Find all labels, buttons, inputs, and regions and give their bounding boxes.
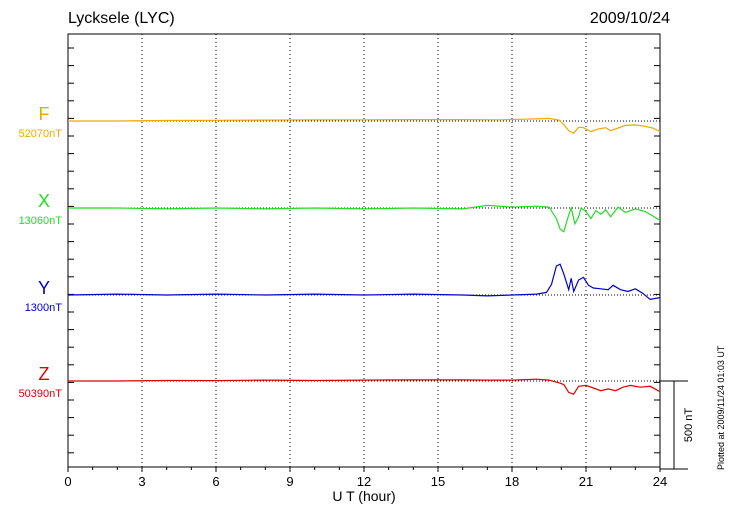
x-tick-label: 0 <box>64 474 71 489</box>
x-tick-label: 18 <box>505 474 519 489</box>
series-baseline-label: 1300nT <box>25 302 63 314</box>
series-line-z <box>68 378 661 395</box>
chart-title: Lycksele (LYC) <box>68 10 175 27</box>
x-tick-label: 12 <box>357 474 371 489</box>
x-tick-label: 15 <box>431 474 445 489</box>
x-tick-label: 9 <box>286 474 293 489</box>
series-baseline-label: 50390nT <box>19 388 63 400</box>
x-tick-label: 21 <box>579 474 593 489</box>
series-name-y: Y <box>38 278 50 298</box>
series-baseline-label: 13060nT <box>19 215 63 227</box>
x-axis-label: U T (hour) <box>332 488 395 504</box>
scale-bar-label: 500 nT <box>683 408 695 443</box>
x-tick-label: 6 <box>212 474 219 489</box>
series-line-y <box>67 263 661 301</box>
series-name-z: Z <box>39 364 50 384</box>
x-tick-label: 3 <box>138 474 145 489</box>
series-name-f: F <box>39 104 50 124</box>
series-line-f <box>68 117 661 135</box>
chart-date: 2009/10/24 <box>589 10 670 27</box>
series-line-x <box>68 204 661 233</box>
series-name-x: X <box>38 191 50 211</box>
series-baseline-label: 52070nT <box>19 128 63 140</box>
x-tick-label: 24 <box>653 474 667 489</box>
